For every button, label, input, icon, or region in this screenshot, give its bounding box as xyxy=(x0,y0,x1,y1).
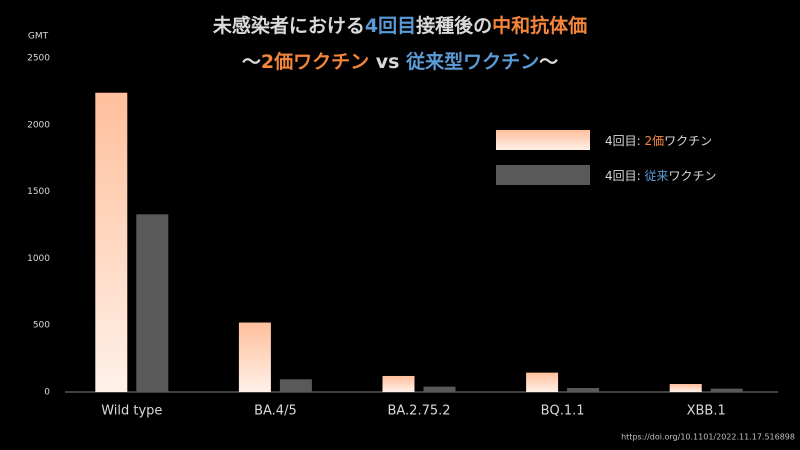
title-part: ～ xyxy=(539,51,558,73)
bar xyxy=(382,375,415,392)
chart-title: 未感染者における4回目接種後の中和抗体価 xyxy=(212,14,587,37)
bar xyxy=(423,386,456,392)
bar xyxy=(669,383,702,392)
x-tick-label: XBB.1 xyxy=(687,404,726,419)
legend-part: 4回目: xyxy=(605,169,645,183)
legend-label: 4回目: 2価ワクチン xyxy=(605,134,712,148)
y-tick-label: 500 xyxy=(33,321,50,331)
y-tick-label: 2000 xyxy=(27,120,50,130)
chart-title: ～2価ワクチン vs 従来型ワクチン～ xyxy=(242,50,558,73)
x-tick-label: BA.2.75.2 xyxy=(387,404,450,419)
legend-label: 4回目: 従来ワクチン xyxy=(605,169,717,183)
legend-swatch xyxy=(496,130,590,150)
legend-part: ワクチン xyxy=(669,169,717,183)
y-tick-label: 1000 xyxy=(27,254,50,264)
title-part: vs xyxy=(369,51,406,73)
legend-part: 2価 xyxy=(645,134,665,148)
x-tick-label: Wild type xyxy=(101,404,162,419)
title-part: ワクチン xyxy=(293,51,369,73)
y-tick-label: 0 xyxy=(44,388,50,398)
title-part: 2価 xyxy=(261,51,293,73)
bar xyxy=(95,92,128,393)
title-part: 未感染者における xyxy=(212,14,365,37)
legend-part: 4回目: xyxy=(605,134,645,148)
bar xyxy=(238,322,271,392)
x-tick-label: BQ.1.1 xyxy=(541,404,585,419)
source: https://doi.org/10.1101/2022.11.17.51689… xyxy=(621,433,795,442)
x-tick-label: BA.4/5 xyxy=(254,404,297,419)
title-part: 4回目 xyxy=(365,15,416,37)
title-part: 従来型 xyxy=(405,50,463,73)
title-part: 接種後の xyxy=(416,14,492,37)
y-tick-label: 2500 xyxy=(27,54,50,64)
legend-part: ワクチン xyxy=(664,134,712,148)
bar xyxy=(567,387,600,392)
y-tick-label: 1500 xyxy=(27,187,50,197)
legend-swatch xyxy=(496,165,590,185)
bar xyxy=(136,214,169,392)
bar xyxy=(526,372,559,392)
legend-part: 従来 xyxy=(645,169,669,183)
title-part: 中和抗体価 xyxy=(492,14,587,37)
title-part: ワクチン xyxy=(463,51,539,73)
y-axis-label: GMT xyxy=(28,32,49,42)
bar xyxy=(710,388,743,392)
bar xyxy=(279,379,312,392)
title-part: ～ xyxy=(242,51,261,73)
